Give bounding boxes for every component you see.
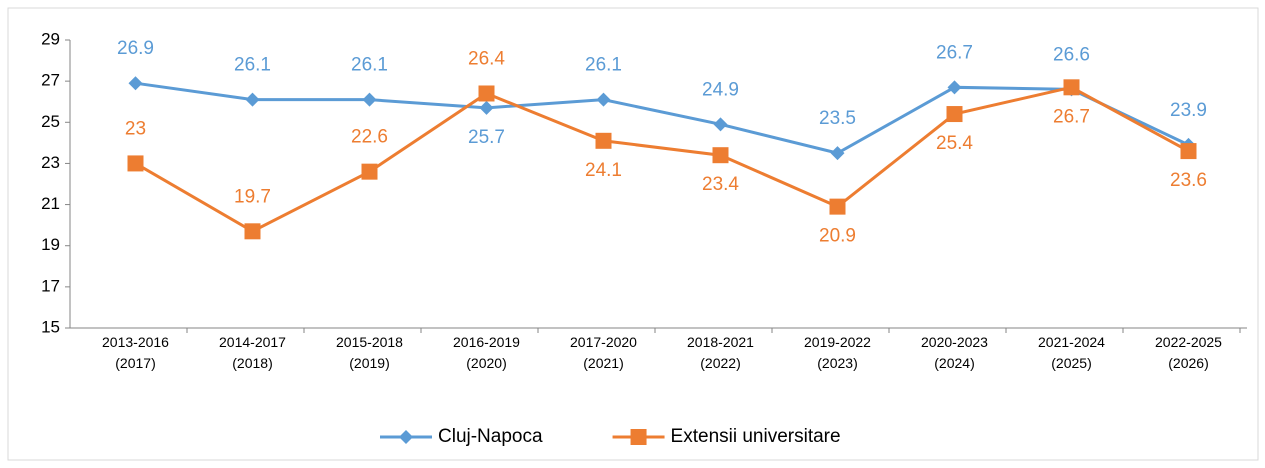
point — [361, 163, 378, 180]
y-tick-label: 15 — [41, 317, 60, 336]
data-label: 26.1 — [351, 55, 388, 76]
x-tick-label: 2017-2020 (2021) — [570, 334, 637, 371]
point — [127, 155, 144, 172]
point — [478, 85, 495, 102]
series-line — [134, 85, 1190, 234]
x-tick-label: 2019-2022 (2023) — [804, 334, 871, 371]
data-label: 23.9 — [1170, 100, 1207, 121]
data-label: 23 — [125, 118, 146, 139]
point — [712, 147, 729, 164]
data-label: 22.6 — [351, 127, 388, 148]
point — [244, 223, 261, 240]
point — [596, 92, 611, 107]
chart-border — [7, 7, 1259, 461]
data-label: 26.7 — [1053, 106, 1090, 127]
data-label: 20.9 — [819, 226, 856, 247]
y-tick-label: 17 — [41, 276, 60, 295]
point — [362, 92, 377, 107]
y-tick-label: 25 — [41, 112, 60, 131]
point — [1063, 79, 1080, 96]
y-tick-label: 19 — [41, 235, 60, 254]
x-tick-label: 2016-2019 (2020) — [453, 334, 520, 371]
y-tick-label: 21 — [41, 194, 60, 213]
point — [128, 76, 143, 91]
legend-marker — [399, 430, 413, 444]
data-label: 25.4 — [936, 133, 973, 154]
x-tick-label: 2020-2023 (2024) — [921, 334, 988, 371]
point — [1180, 143, 1197, 160]
y-tick-label: 29 — [41, 29, 60, 48]
point — [479, 100, 494, 115]
data-label: 26.1 — [585, 55, 622, 76]
x-tick-label: 2014-2017 (2018) — [219, 334, 286, 371]
point — [713, 117, 728, 132]
data-label: 26.6 — [1053, 44, 1090, 65]
legend-label: Cluj-Napoca — [438, 426, 543, 447]
x-tick-label: 2015-2018 (2019) — [336, 334, 403, 371]
x-tick-label: 2018-2021 (2022) — [687, 334, 754, 371]
data-label: 19.7 — [234, 186, 271, 207]
data-label: 26.4 — [468, 49, 505, 70]
data-label: 24.1 — [585, 160, 622, 181]
y-tick-label: 23 — [41, 153, 60, 172]
data-label: 26.7 — [936, 42, 973, 63]
point — [947, 80, 962, 95]
legend-label: Extensii universitare — [671, 426, 841, 447]
data-label: 25.7 — [468, 127, 505, 148]
point — [830, 146, 845, 161]
x-tick-label: 2021-2024 (2025) — [1038, 334, 1105, 371]
data-label: 23.4 — [702, 174, 739, 195]
series-line — [135, 81, 1190, 155]
legend-marker — [630, 429, 647, 445]
x-tick-label: 2013-2016 (2017) — [102, 334, 169, 371]
data-label: 23.5 — [819, 108, 856, 129]
point — [829, 198, 846, 215]
point — [946, 106, 963, 123]
data-label: 24.9 — [702, 79, 739, 100]
x-tick-label: 2022-2025 (2026) — [1155, 334, 1222, 371]
point — [245, 92, 260, 107]
data-label: 23.6 — [1170, 170, 1207, 191]
point — [595, 132, 612, 149]
y-tick-label: 27 — [41, 71, 60, 90]
data-label: 26.9 — [117, 38, 154, 59]
data-label: 26.1 — [234, 55, 271, 76]
